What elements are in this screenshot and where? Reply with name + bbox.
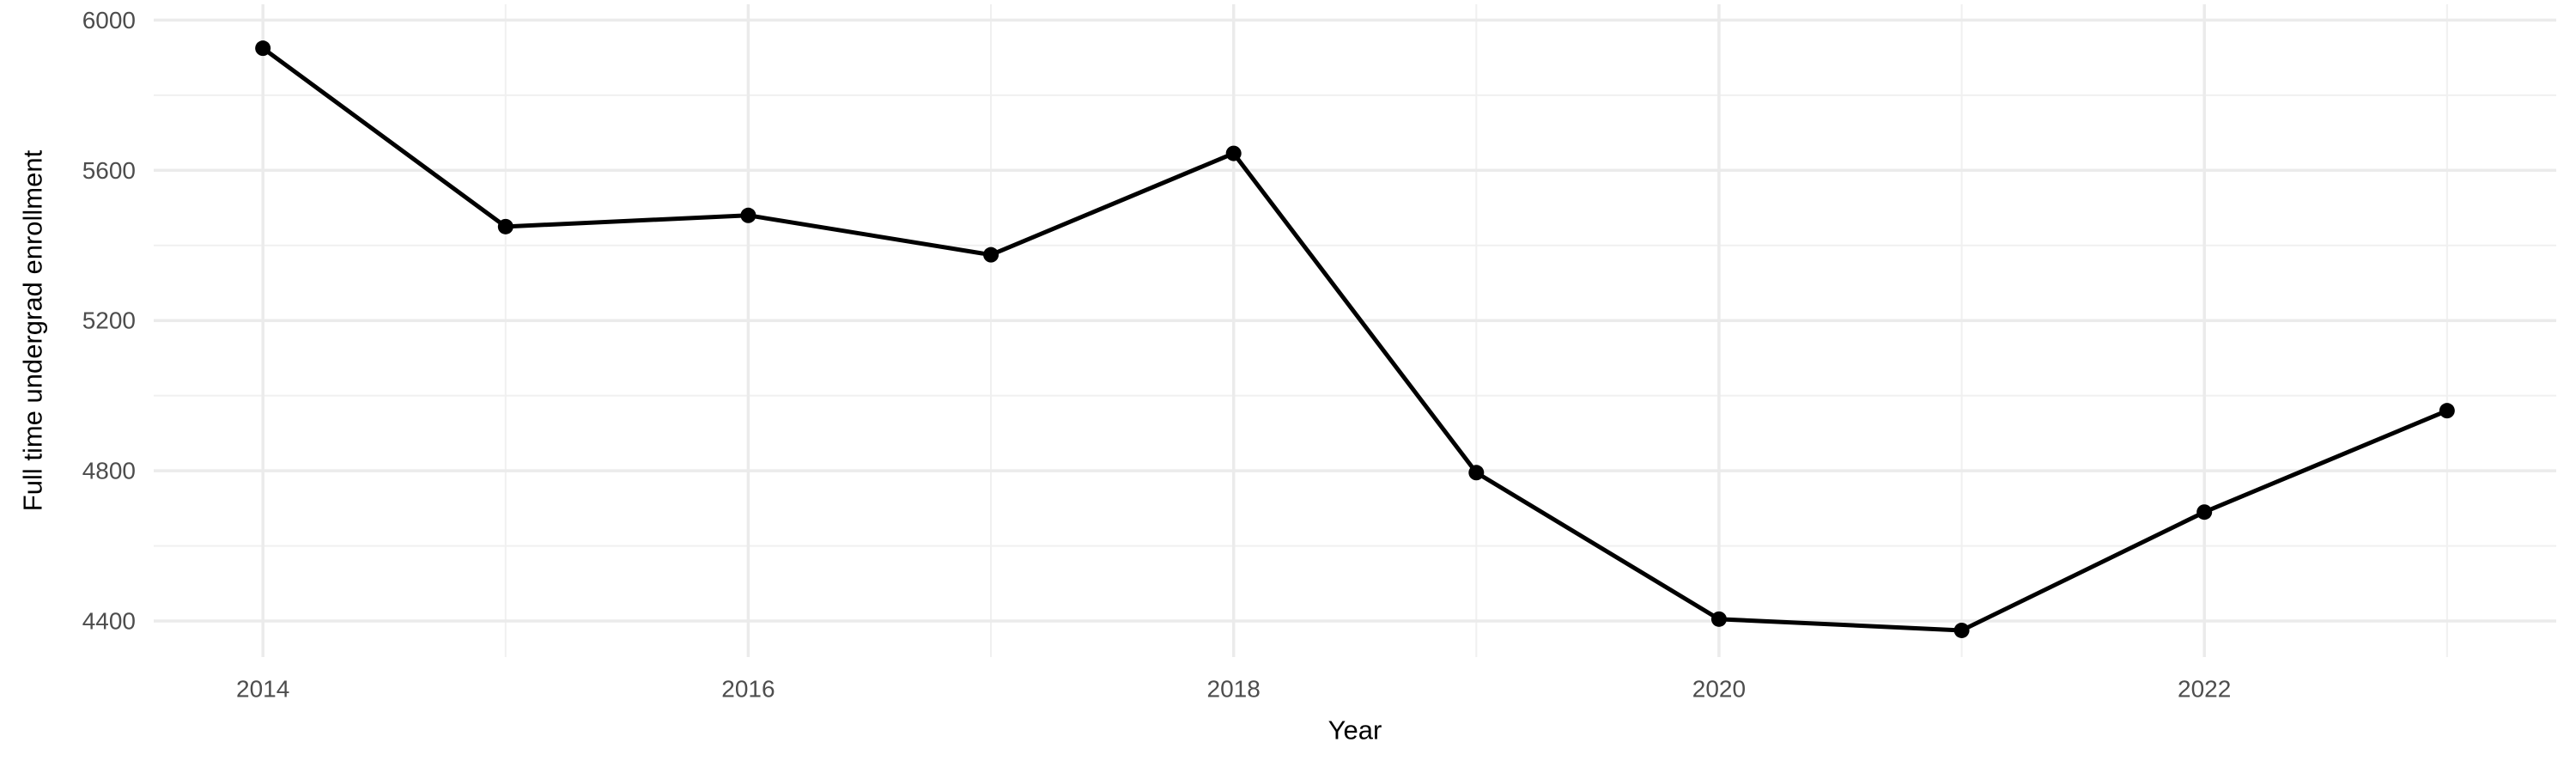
x-tick-label-2016: 2016 bbox=[721, 676, 775, 703]
x-tick-label-2022: 2022 bbox=[2178, 676, 2231, 703]
data-point-2023 bbox=[2439, 403, 2455, 419]
data-point-2022 bbox=[2196, 504, 2213, 520]
x-tick-label-2020: 2020 bbox=[1692, 676, 1746, 703]
x-axis-title: Year bbox=[1328, 715, 1382, 746]
x-tick-label-2018: 2018 bbox=[1207, 676, 1261, 703]
data-point-2018 bbox=[1225, 145, 1242, 161]
data-point-2021 bbox=[1953, 622, 1970, 638]
y-tick-label-5600: 5600 bbox=[82, 157, 136, 184]
y-axis-title: Full time undergrad enrollment bbox=[18, 149, 48, 511]
data-point-2020 bbox=[1710, 611, 1727, 627]
y-tick-label-4400: 4400 bbox=[82, 608, 136, 635]
x-tick-label-2014: 2014 bbox=[236, 676, 289, 703]
gridlines-major bbox=[154, 4, 2556, 657]
enrollment-line-series bbox=[255, 40, 2455, 638]
y-tick-label-4800: 4800 bbox=[82, 458, 136, 484]
y-tick-label-5200: 5200 bbox=[82, 307, 136, 334]
data-point-2016 bbox=[740, 207, 756, 223]
x-axis-tick-labels: 2014 2016 2018 2020 2022 bbox=[236, 676, 2231, 703]
y-axis-tick-labels: 4400 4800 5200 5600 6000 bbox=[82, 7, 136, 635]
y-tick-label-6000: 6000 bbox=[82, 7, 136, 33]
enrollment-line bbox=[260, 46, 2450, 633]
gridlines-minor bbox=[154, 4, 2556, 657]
data-point-2015 bbox=[497, 218, 513, 234]
data-point-2019 bbox=[1468, 465, 1485, 481]
data-point-2014 bbox=[255, 40, 271, 57]
data-point-2017 bbox=[983, 247, 999, 263]
